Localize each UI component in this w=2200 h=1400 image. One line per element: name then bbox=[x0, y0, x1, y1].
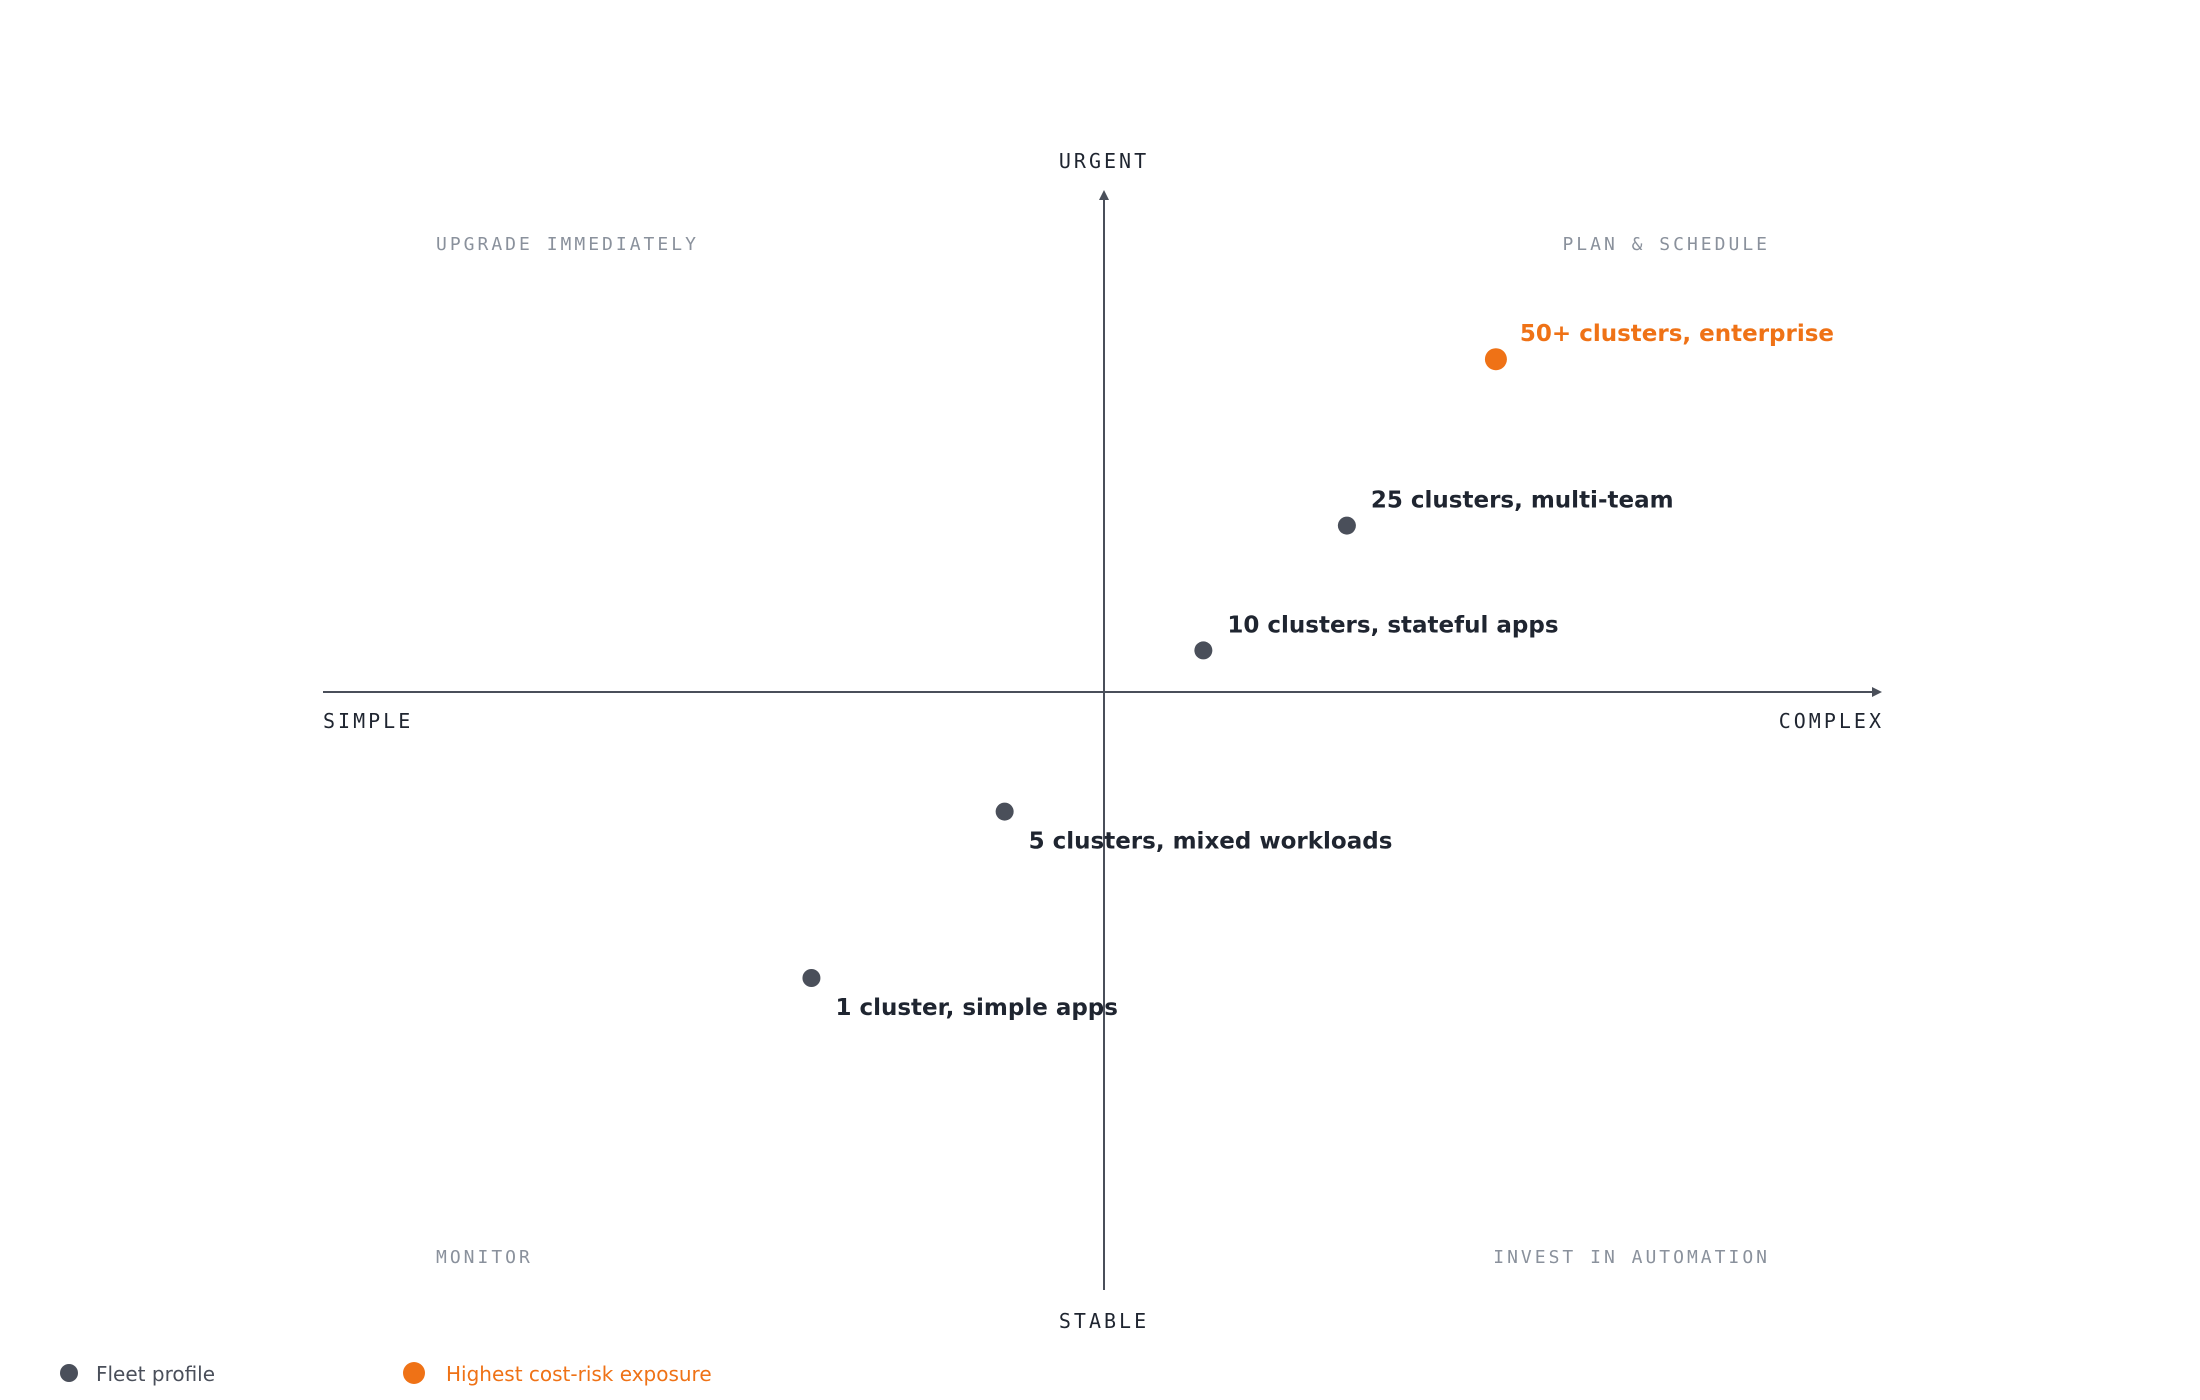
x-axis-negative-label: SIMPLE bbox=[323, 709, 413, 733]
quadrant-label-top-left: UPGRADE IMMEDIATELY bbox=[436, 234, 699, 255]
data-point-label: 1 cluster, simple apps bbox=[835, 995, 1118, 1021]
data-point bbox=[995, 802, 1014, 821]
quadrant-label-bottom-left: MONITOR bbox=[436, 1247, 533, 1268]
y-axis-positive-label: URGENT bbox=[1059, 149, 1149, 173]
data-point-label: 5 clusters, mixed workloads bbox=[1029, 829, 1393, 855]
x-axis-positive-label: COMPLEX bbox=[1779, 709, 1884, 733]
legend-label-fleet-profile: Fleet profile bbox=[96, 1362, 215, 1386]
legend-label-highest-cost-risk: Highest cost-risk exposure bbox=[446, 1362, 712, 1386]
data-point-label: 25 clusters, multi-team bbox=[1371, 488, 1674, 514]
legend-marker-highest-cost-risk bbox=[403, 1362, 425, 1384]
data-points-layer: 1 cluster, simple apps 5 clusters, mixed … bbox=[802, 321, 1834, 1021]
quadrant-label-bottom-right: INVEST IN AUTOMATION bbox=[1493, 1247, 1770, 1268]
data-point bbox=[802, 969, 821, 987]
data-point bbox=[1194, 641, 1213, 660]
data-point-label: 50+ clusters, enterprise bbox=[1520, 321, 1834, 347]
legend: Fleet profile Highest cost-risk exposure bbox=[60, 1362, 712, 1386]
quadrant-label-top-right: PLAN & SCHEDULE bbox=[1562, 234, 1770, 255]
data-point bbox=[1337, 516, 1356, 535]
y-axis-negative-label: STABLE bbox=[1059, 1309, 1149, 1333]
data-point bbox=[1484, 348, 1507, 371]
legend-marker-fleet-profile bbox=[60, 1364, 78, 1382]
data-point-label: 10 clusters, stateful apps bbox=[1227, 612, 1558, 638]
